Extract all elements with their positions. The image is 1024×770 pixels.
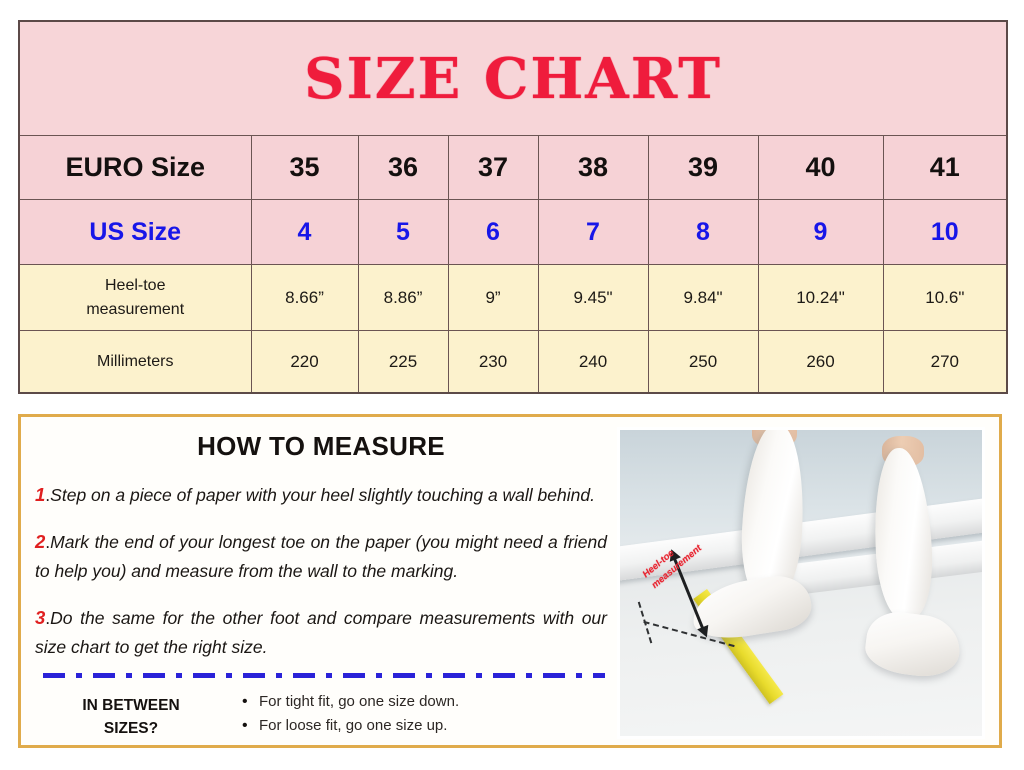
row-label-millimeters: Millimeters <box>18 330 252 394</box>
list-item: For loose fit, go one size up. <box>242 713 459 739</box>
table-row-us: US Size 4 5 6 7 8 9 10 <box>18 199 1008 265</box>
step-text-2: Mark the end of your longest toe on the … <box>35 531 607 581</box>
step-dot-1: . <box>45 484 51 505</box>
cell-euro-2: 37 <box>447 135 539 200</box>
step-dot-3: . <box>45 607 51 628</box>
in-between-sizes-label-line2: SIZES? <box>103 720 159 738</box>
cell-mm-2: 230 <box>447 330 539 394</box>
cell-mm-4: 250 <box>647 330 759 394</box>
instruction-step-1: 1.Step on a piece of paper with your hee… <box>35 480 607 510</box>
instruction-steps: 1.Step on a piece of paper with your hee… <box>35 480 607 662</box>
cell-euro-5: 40 <box>757 135 884 200</box>
cell-heel-5: 10.24" <box>757 264 884 331</box>
how-to-measure-text-column: HOW TO MEASURE 1.Step on a piece of pape… <box>21 417 621 745</box>
step-dot-2: . <box>45 531 51 552</box>
how-to-measure-heading: HOW TO MEASURE <box>197 431 445 461</box>
step-text-3: Do the same for the other foot and compa… <box>35 607 607 657</box>
measurement-photo-frame: Heel-toe measurement <box>617 427 985 739</box>
step-number-1: 1 <box>35 483 46 505</box>
cell-us-4: 8 <box>647 199 759 265</box>
cell-us-1: 5 <box>357 199 449 265</box>
row-label-euro: EURO Size <box>18 135 252 200</box>
in-between-sizes-label: IN BETWEEN SIZES? <box>55 690 207 741</box>
cell-euro-6: 41 <box>882 135 1008 200</box>
cell-us-5: 9 <box>757 199 884 265</box>
instruction-step-2: 2.Mark the end of your longest toe on th… <box>35 527 607 585</box>
cell-us-3: 7 <box>537 199 649 265</box>
in-between-sizes-label-line1: IN BETWEEN <box>82 697 180 715</box>
how-to-measure-inner: HOW TO MEASURE 1.Step on a piece of pape… <box>21 417 999 745</box>
cell-euro-3: 38 <box>537 135 649 200</box>
page-title: SIZE CHART <box>304 45 722 112</box>
cell-heel-2: 9” <box>447 264 539 331</box>
cell-heel-1: 8.86” <box>357 264 449 331</box>
cell-euro-0: 35 <box>250 135 359 200</box>
cell-heel-4: 9.84" <box>647 264 759 331</box>
in-between-sizes-list: For tight fit, go one size down. For loo… <box>207 689 459 740</box>
size-chart-table: SIZE CHART EURO Size 35 36 37 38 39 40 4… <box>18 20 1009 394</box>
cell-mm-5: 260 <box>757 330 884 394</box>
cell-mm-6: 270 <box>882 330 1008 394</box>
cell-mm-1: 225 <box>357 330 449 394</box>
chart-title-cell: SIZE CHART <box>18 20 1008 136</box>
list-item: For tight fit, go one size down. <box>242 689 459 715</box>
step-text-1: Step on a piece of paper with your heel … <box>50 484 595 505</box>
cell-euro-4: 39 <box>647 135 759 200</box>
table-row-euro: EURO Size 35 36 37 38 39 40 41 <box>18 135 1008 200</box>
cell-heel-0: 8.66” <box>250 264 359 331</box>
cell-mm-3: 240 <box>537 330 649 394</box>
cell-euro-1: 36 <box>357 135 449 200</box>
cell-heel-3: 9.45" <box>537 264 649 331</box>
cell-us-6: 10 <box>882 199 1008 265</box>
how-to-measure-panel: HOW TO MEASURE 1.Step on a piece of pape… <box>18 414 1002 748</box>
step-number-2: 2 <box>35 530 46 552</box>
cell-us-2: 6 <box>447 199 539 265</box>
dash-dot-divider <box>43 673 605 679</box>
in-between-sizes-section: IN BETWEEN SIZES? For tight fit, go one … <box>21 689 621 741</box>
cell-mm-0: 220 <box>250 330 359 394</box>
row-label-us: US Size <box>18 199 252 265</box>
table-row-millimeters: Millimeters 220 225 230 240 250 260 270 <box>18 330 1008 394</box>
instruction-step-3: 3.Do the same for the other foot and com… <box>35 603 607 661</box>
step-number-3: 3 <box>35 606 46 628</box>
measurement-photo: Heel-toe measurement <box>620 430 982 736</box>
cell-heel-6: 10.6" <box>882 264 1008 331</box>
chart-title-row: SIZE CHART <box>18 20 1008 136</box>
table-row-heel-toe: Heel-toe measurement 8.66” 8.86” 9” 9.45… <box>18 264 1008 331</box>
cell-us-0: 4 <box>250 199 359 265</box>
row-label-heel-toe: Heel-toe measurement <box>18 264 252 331</box>
